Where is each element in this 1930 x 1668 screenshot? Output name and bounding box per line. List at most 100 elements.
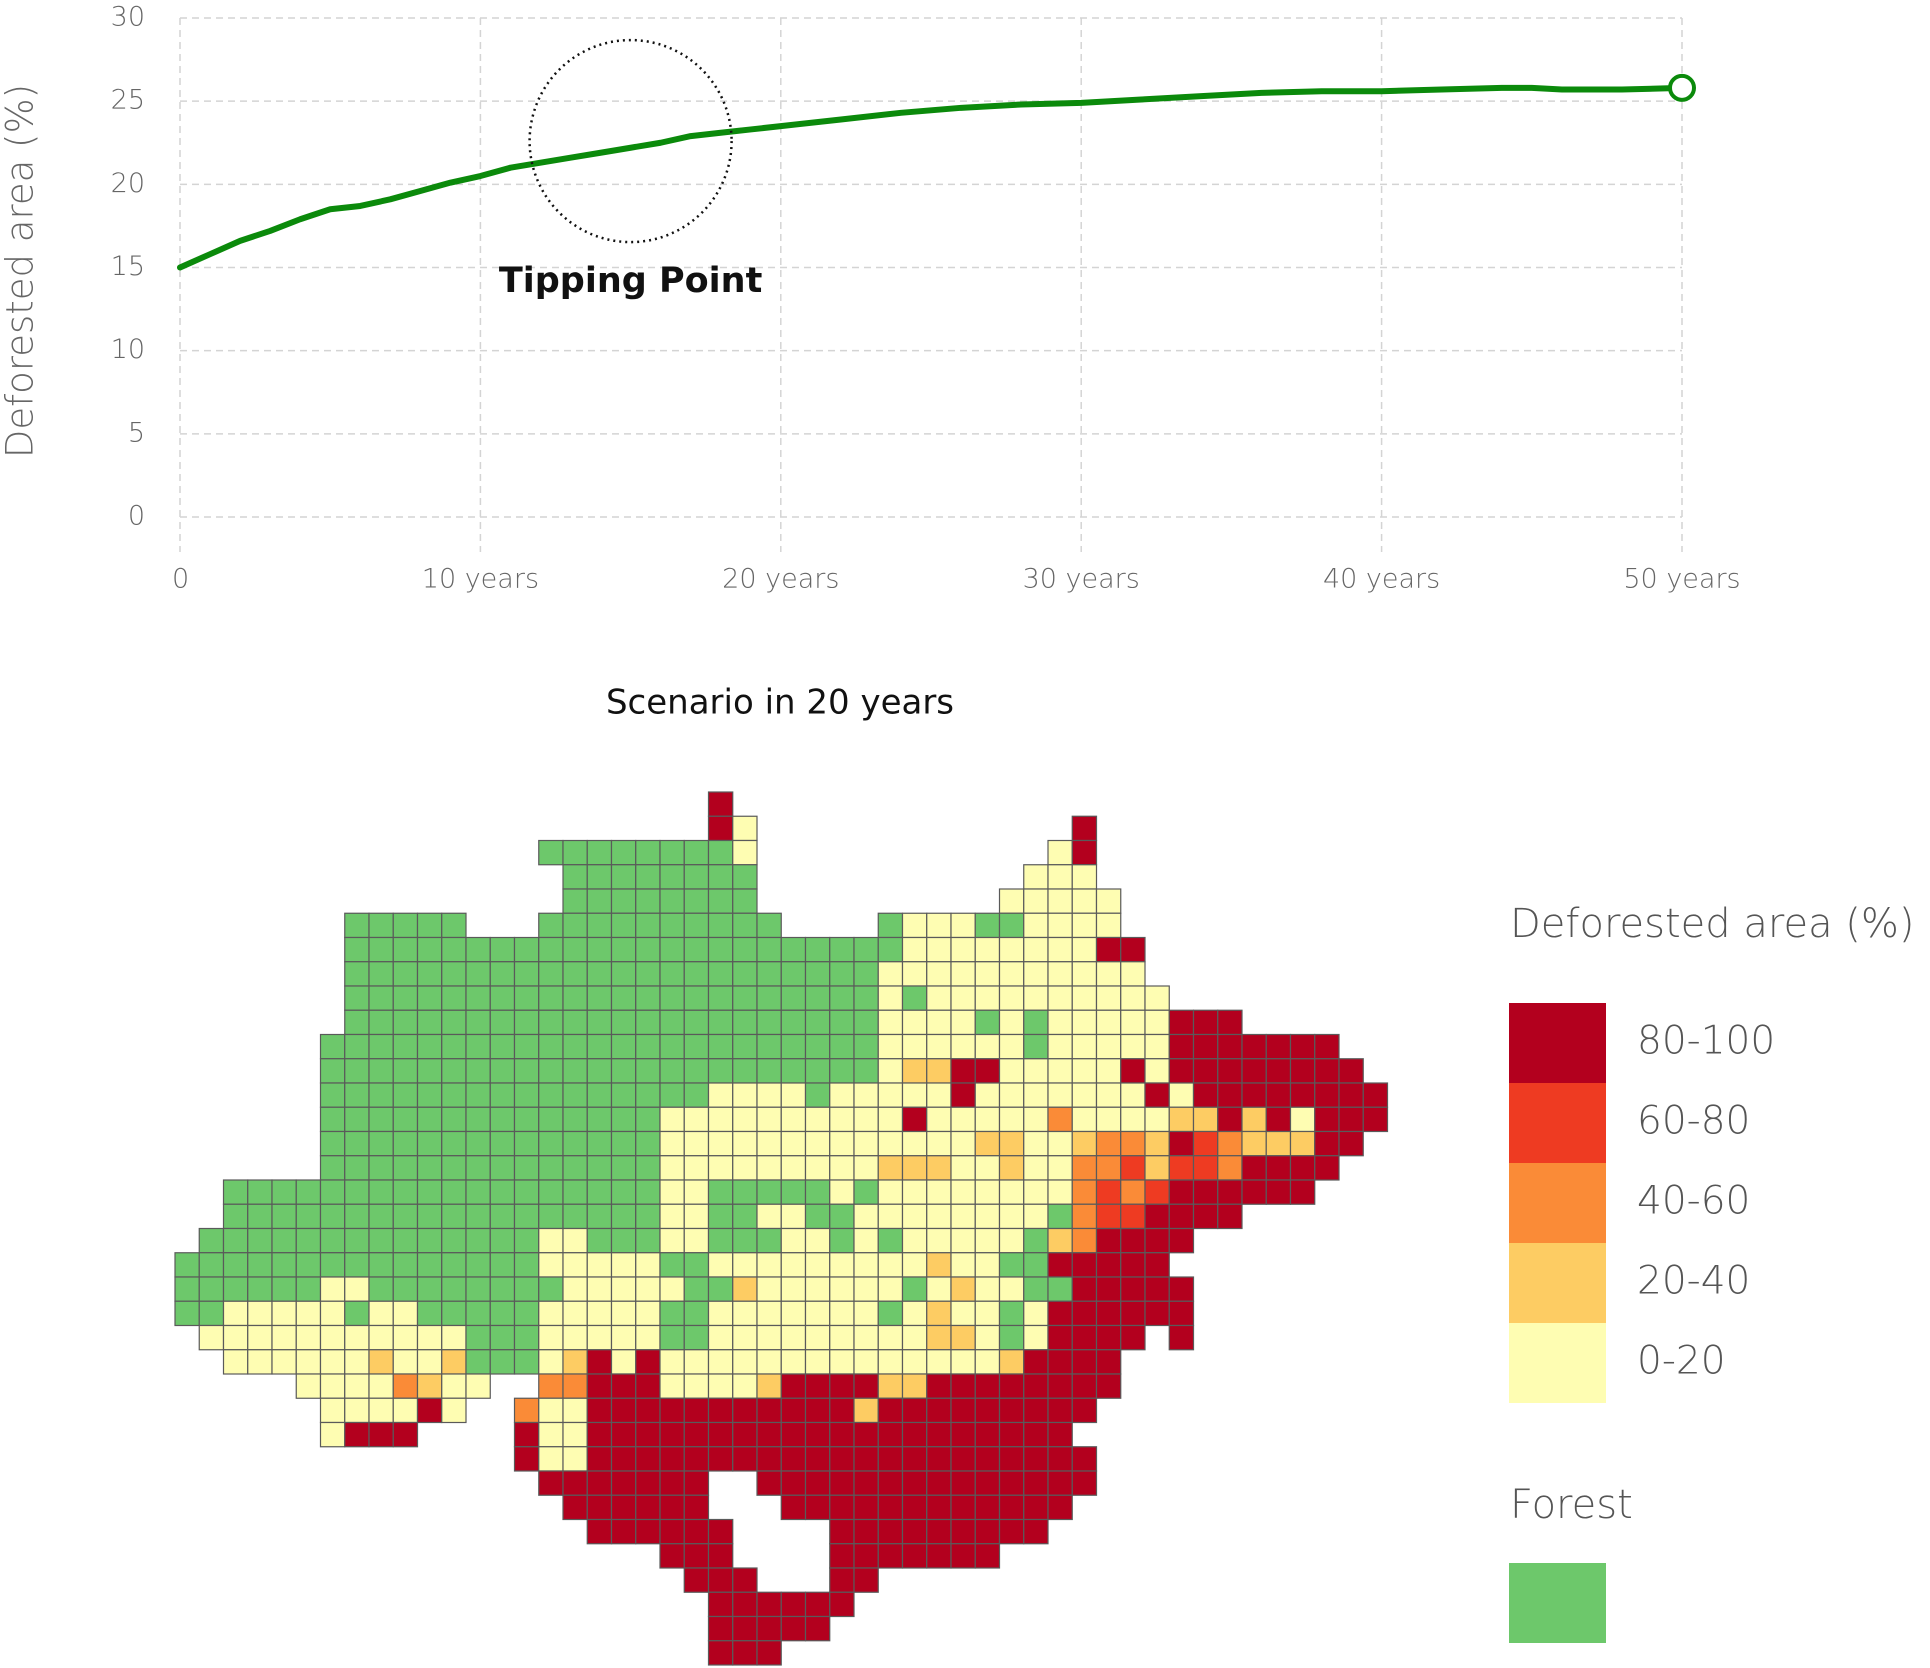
map-cell: [319, 1373, 346, 1399]
map-cell: [950, 1130, 976, 1157]
map-cell: [392, 1033, 419, 1060]
map-cell: [877, 1009, 904, 1036]
map-cell: [392, 1421, 419, 1448]
map-cell: [538, 1446, 564, 1472]
map-cell: [489, 1324, 516, 1351]
map-cell: [926, 1397, 952, 1424]
map-cell: [1144, 1300, 1170, 1327]
map-cell: [635, 912, 661, 939]
map-cell: [392, 1179, 419, 1205]
map-cell: [295, 1276, 322, 1302]
map-cell: [247, 1324, 273, 1351]
map-cell: [392, 1009, 419, 1036]
legend-label: 40-60: [1637, 1179, 1750, 1224]
map-cell: [562, 864, 588, 890]
map-cell: [610, 1324, 637, 1351]
map-cell: [465, 1155, 491, 1181]
map-cell: [368, 1349, 394, 1375]
map-cell: [926, 1373, 952, 1399]
map-cell: [1095, 936, 1122, 963]
map-cell: [804, 1058, 831, 1084]
map-cell: [1217, 1155, 1243, 1181]
legend-swatch: [1509, 1003, 1606, 1083]
map-cell: [635, 1033, 661, 1060]
map-cell: [877, 1252, 904, 1278]
map-cell: [877, 1421, 904, 1448]
map-cell: [877, 1300, 904, 1327]
map-cell: [538, 961, 564, 987]
map-cell: [1071, 1033, 1098, 1060]
map-cell: [610, 864, 637, 890]
map-cell: [659, 1082, 685, 1108]
map-cell: [998, 1155, 1025, 1181]
map-cell: [974, 1252, 1001, 1278]
map-cell: [1168, 1155, 1195, 1181]
map-cell: [441, 1155, 467, 1181]
map-cell: [659, 839, 685, 866]
map-cell: [974, 1446, 1001, 1472]
map-cell: [222, 1349, 249, 1375]
map-cell: [877, 1494, 904, 1521]
map-cell: [756, 1058, 782, 1084]
map-cell: [1192, 1009, 1219, 1036]
map-cell: [659, 1203, 685, 1230]
map-cell: [635, 1470, 661, 1496]
map-cell: [441, 961, 467, 987]
map-cell: [998, 936, 1025, 963]
map-cell: [174, 1252, 200, 1278]
map-cell: [853, 1179, 879, 1205]
map-cell: [416, 1276, 443, 1302]
map-cell: [344, 1203, 370, 1230]
map-cell: [538, 936, 564, 963]
map-cell: [707, 1373, 734, 1399]
map-cell: [683, 985, 710, 1011]
map-cell: [1217, 1179, 1243, 1205]
map-cell: [319, 1252, 346, 1278]
map-cell: [683, 1543, 710, 1569]
map-cell: [683, 1324, 710, 1351]
map-cell: [756, 1615, 782, 1642]
map-cell: [198, 1300, 225, 1327]
map-cell: [659, 1324, 685, 1351]
map-cell: [926, 1033, 952, 1060]
map-cell: [344, 1058, 370, 1084]
map-cell: [901, 1446, 928, 1472]
map-cell: [829, 1033, 855, 1060]
map-cell: [974, 1349, 1001, 1375]
map-cell: [998, 1252, 1025, 1278]
map-cell: [1192, 1058, 1219, 1084]
map-cell: [659, 985, 685, 1011]
map-cell: [538, 1276, 564, 1302]
map-cell: [1071, 1106, 1098, 1133]
map-cell: [877, 1130, 904, 1157]
map-cell: [368, 1227, 394, 1254]
map-cell: [538, 1106, 564, 1133]
map-cell: [416, 1155, 443, 1181]
map-cell: [513, 1106, 540, 1133]
map-cell: [877, 1518, 904, 1545]
map-cell: [1071, 815, 1098, 842]
map-cell: [1047, 1082, 1073, 1108]
map-cell: [586, 1397, 613, 1424]
map-cell: [344, 912, 370, 939]
map-cell: [416, 912, 443, 939]
map-cell: [344, 1276, 370, 1302]
map-cell: [1047, 1494, 1073, 1521]
map-cell: [707, 961, 734, 987]
map-cell: [247, 1349, 273, 1375]
map-cell: [489, 961, 516, 987]
map-cell: [1023, 1155, 1049, 1181]
map-cell: [513, 1155, 540, 1181]
map-cell: [756, 961, 782, 987]
map-cell: [1095, 1009, 1122, 1036]
map-cell: [368, 1058, 394, 1084]
map-cell: [732, 888, 758, 914]
map-cell: [804, 1470, 831, 1496]
map-cell: [829, 1227, 855, 1254]
map-cell: [853, 1518, 879, 1545]
map-cell: [853, 1130, 879, 1157]
map-cell: [610, 1227, 637, 1254]
map-cell: [222, 1252, 249, 1278]
map-cell: [392, 1227, 419, 1254]
map-cell: [804, 1276, 831, 1302]
